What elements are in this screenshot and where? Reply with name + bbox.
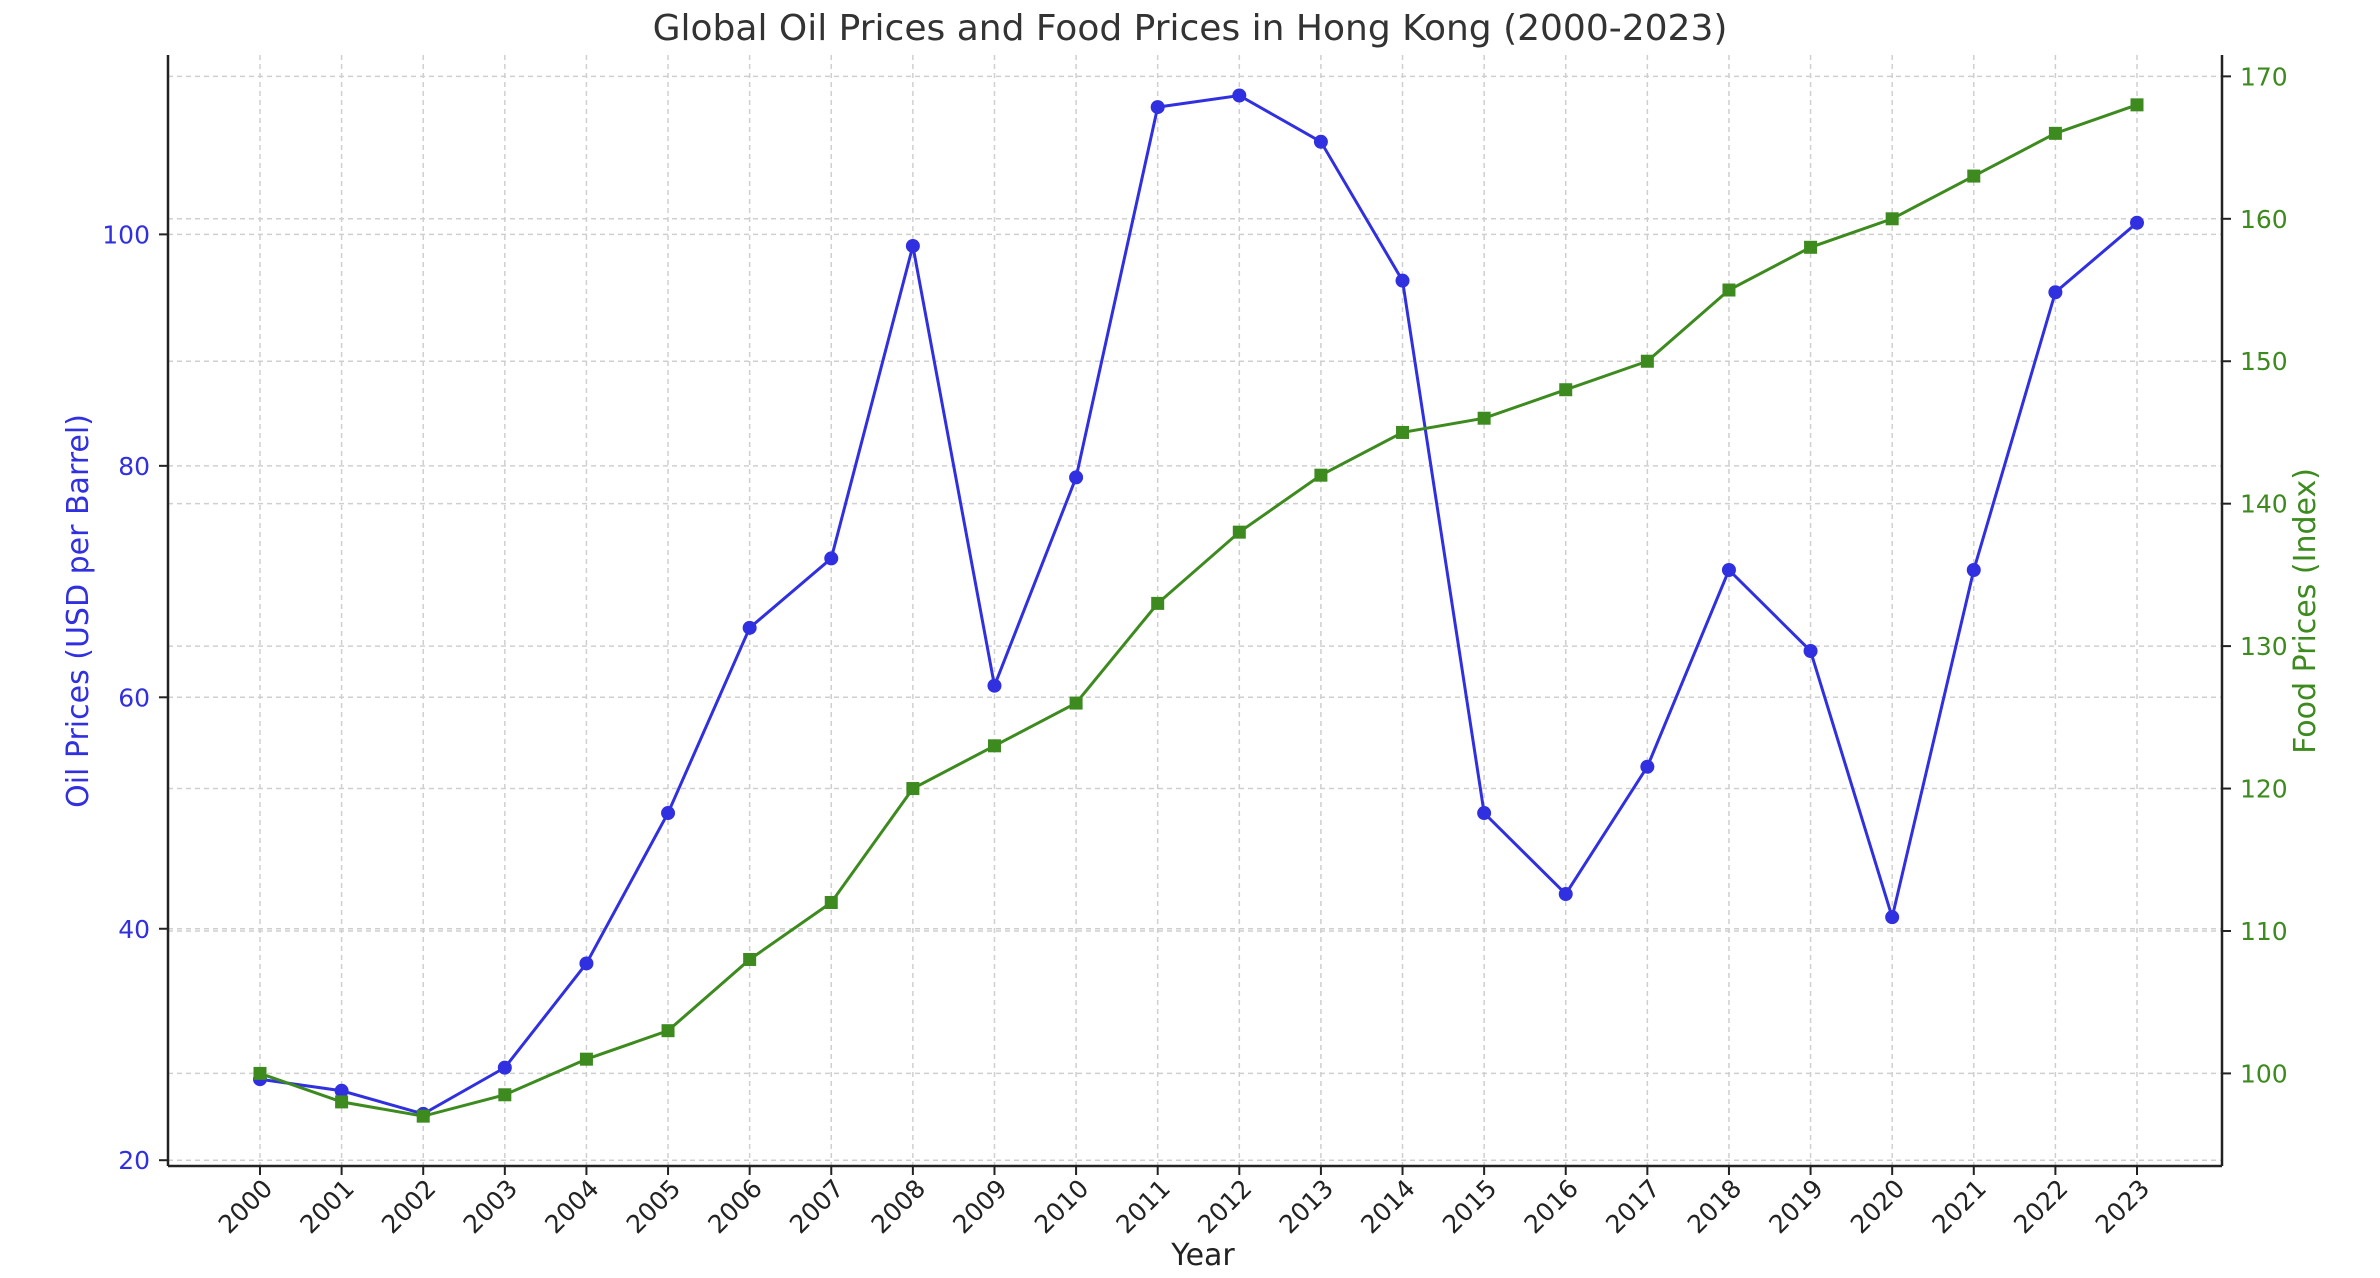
x-tick-label: 2015: [1437, 1174, 1502, 1239]
data-point: [2048, 285, 2063, 300]
series-line: [259, 93, 2138, 1116]
data-point: [1558, 887, 1573, 902]
data-point: [661, 806, 676, 821]
data-point: [1804, 240, 1818, 254]
data-point: [579, 956, 594, 971]
x-tick-label: 2018: [1682, 1174, 1747, 1239]
series-2: [253, 98, 2144, 1123]
x-tick-label: 2004: [539, 1174, 604, 1239]
x-tick-label: 2006: [702, 1174, 767, 1239]
data-point: [1151, 596, 1165, 610]
data-point: [1722, 283, 1736, 297]
x-tick-label: 2002: [376, 1174, 441, 1239]
data-point: [498, 1088, 512, 1102]
series-line: [259, 103, 2138, 1118]
series-1: [253, 88, 2144, 1121]
data-point: [743, 952, 757, 966]
data-point: [1232, 88, 1247, 103]
data-point: [2048, 126, 2062, 140]
grid: [168, 55, 2222, 1166]
series: [253, 88, 2144, 1123]
right-y-tick-label: 120: [2240, 775, 2288, 804]
data-point: [661, 1024, 675, 1038]
right-y-tick-label: 170: [2240, 62, 2288, 91]
x-tick-label: 2008: [866, 1174, 931, 1239]
data-point: [2130, 215, 2144, 230]
data-point: [987, 739, 1001, 753]
left-y-tick-label: 20: [118, 1146, 150, 1175]
data-point: [906, 782, 920, 796]
data-point: [1477, 411, 1491, 425]
data-point: [905, 238, 920, 253]
x-tick-label: 2022: [2008, 1174, 2073, 1239]
data-point: [579, 1052, 593, 1066]
x-tick-label: 2016: [1518, 1174, 1583, 1239]
right-y-tick-label: 130: [2240, 632, 2288, 661]
data-point: [335, 1095, 349, 1109]
data-point: [742, 620, 757, 635]
data-point: [1803, 644, 1818, 659]
data-point: [1640, 759, 1655, 774]
right-y-tick-labels: 100 110 120 130 140 150 160 170: [2240, 62, 2288, 1088]
data-point: [824, 551, 839, 566]
axes: [159, 55, 2231, 1175]
x-tick-label: 2005: [621, 1174, 686, 1239]
data-point: [1967, 169, 1981, 183]
right-y-tick-label: 100: [2240, 1059, 2288, 1088]
left-y-tick-label: 60: [118, 683, 150, 712]
data-point: [1885, 212, 1899, 226]
right-y-tick-label: 140: [2240, 490, 2288, 519]
x-tick-label: 2007: [784, 1174, 849, 1239]
x-tick-label: 2017: [1600, 1174, 1665, 1239]
data-point: [1477, 806, 1492, 821]
right-y-tick-label: 160: [2240, 205, 2288, 234]
data-point: [497, 1060, 512, 1075]
left-y-axis-label: Oil Prices (USD per Barrel): [61, 414, 96, 808]
x-tick-label: 2020: [1845, 1174, 1910, 1239]
x-tick-label: 2011: [1110, 1174, 1175, 1239]
data-point: [1395, 273, 1410, 288]
data-point: [1313, 134, 1328, 149]
right-y-tick-label: 110: [2240, 917, 2288, 946]
data-point: [1069, 470, 1084, 485]
x-tick-labels: 2000 2001 2002 2003 2004 2005 2006 2007 2008 2009…: [213, 1174, 2155, 1239]
data-point: [1966, 562, 1981, 577]
data-point: [1069, 696, 1083, 710]
left-y-tick-label: 80: [118, 452, 150, 481]
x-axis-label: Year: [1170, 1238, 1235, 1273]
x-tick-label: 2001: [294, 1174, 359, 1239]
x-tick-label: 2019: [1763, 1174, 1828, 1239]
x-tick-label: 2014: [1355, 1174, 1420, 1239]
data-point: [1150, 100, 1165, 115]
data-point: [1559, 383, 1573, 397]
data-point: [1314, 468, 1328, 482]
x-tick-label: 2000: [213, 1174, 278, 1239]
data-point: [416, 1109, 430, 1123]
x-tick-label: 2003: [458, 1174, 523, 1239]
x-tick-label: 2012: [1192, 1174, 1257, 1239]
x-tick-label: 2010: [1029, 1174, 1094, 1239]
data-point: [2130, 98, 2144, 112]
chart-title: Global Oil Prices and Food Prices in Hon…: [653, 8, 1728, 49]
data-point: [1232, 525, 1246, 539]
data-point: [1885, 910, 1900, 925]
right-y-axis-label: Food Prices (Index): [2288, 468, 2323, 754]
data-point: [987, 678, 1002, 693]
data-point: [253, 1066, 267, 1080]
data-point: [1640, 354, 1654, 368]
left-y-tick-label: 100: [102, 220, 150, 249]
data-point: [334, 1083, 349, 1098]
data-point: [1396, 425, 1410, 439]
x-tick-label: 2009: [947, 1174, 1012, 1239]
right-y-tick-label: 150: [2240, 347, 2288, 376]
left-y-tick-labels: 20 40 60 80 100: [102, 220, 150, 1175]
data-point: [1721, 562, 1736, 577]
x-tick-label: 2023: [2090, 1174, 2155, 1239]
left-y-tick-label: 40: [118, 915, 150, 944]
data-point: [824, 895, 838, 909]
x-tick-label: 2013: [1274, 1174, 1339, 1239]
x-tick-label: 2021: [1927, 1174, 1992, 1239]
